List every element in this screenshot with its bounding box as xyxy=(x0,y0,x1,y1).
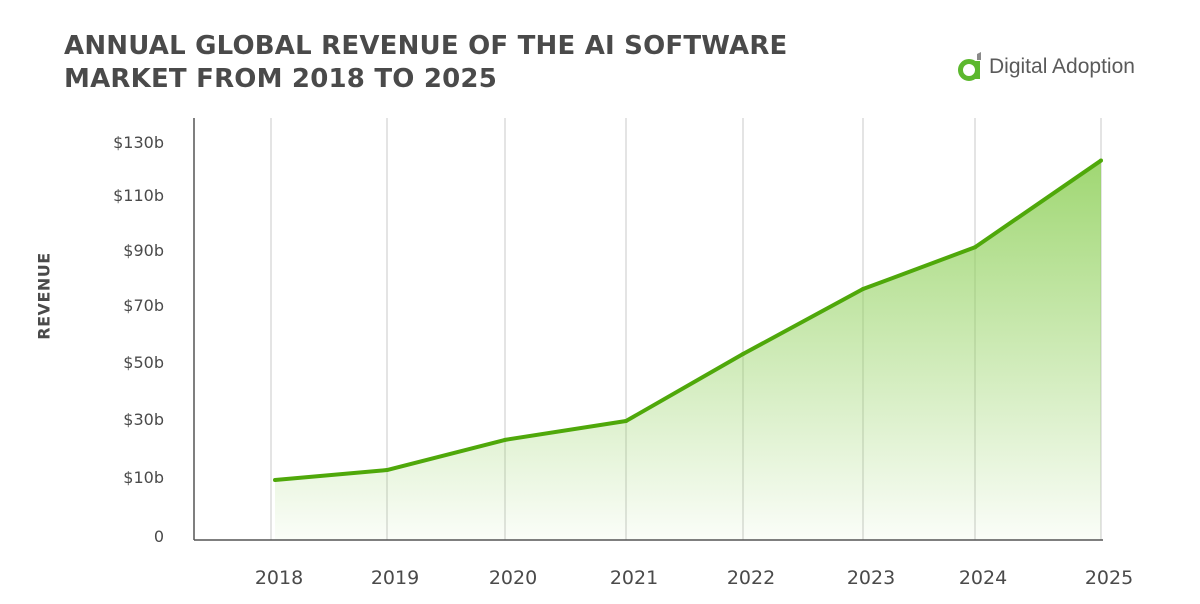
x-tick-label: 2024 xyxy=(959,567,1007,589)
area-fill xyxy=(275,160,1101,541)
x-tick-label: 2018 xyxy=(255,567,303,589)
y-tick-label: $110b xyxy=(113,186,164,205)
x-tick-label: 2019 xyxy=(371,567,419,589)
y-tick-label: $50b xyxy=(123,353,164,372)
y-tick-label: $70b xyxy=(123,296,164,315)
y-tick-label: 0 xyxy=(154,527,164,546)
y-tick-label: $130b xyxy=(113,133,164,152)
data-point-2020 xyxy=(503,437,507,442)
data-point-2018 xyxy=(273,477,277,482)
data-point-2024 xyxy=(973,245,977,250)
chart-title: ANNUAL GLOBAL REVENUE OF THE AI SOFTWARE… xyxy=(64,31,788,94)
digital-adoption-logo-icon xyxy=(958,52,981,81)
x-tick-label: 2022 xyxy=(727,567,775,589)
brand-logo: Digital Adoption xyxy=(957,52,1135,82)
data-point-2019 xyxy=(385,468,389,473)
brand-name: Digital Adoption xyxy=(989,55,1135,78)
data-point-2025 xyxy=(1099,158,1103,163)
data-point-2021 xyxy=(624,419,628,424)
x-tick-label: 2025 xyxy=(1085,567,1133,589)
x-tick-label: 2020 xyxy=(489,567,537,589)
series-line xyxy=(274,158,1103,482)
data-point-2023 xyxy=(861,287,865,292)
y-tick-label: $90b xyxy=(123,241,164,260)
y-tick-label: $10b xyxy=(123,468,164,487)
x-tick-label: 2021 xyxy=(610,567,658,589)
x-tick-label: 2023 xyxy=(847,567,895,589)
y-tick-label: $30b xyxy=(123,410,164,429)
data-point-2022 xyxy=(741,352,745,357)
